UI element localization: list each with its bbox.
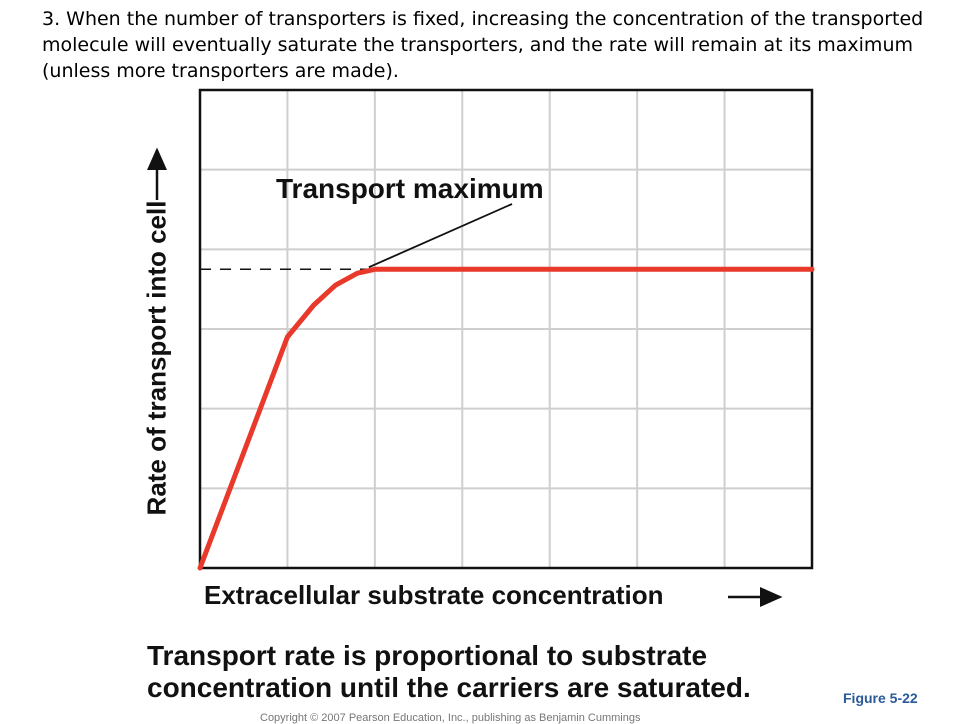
plot-frame xyxy=(198,88,814,570)
annotation-pointer xyxy=(368,203,513,269)
copyright-text: Copyright © 2007 Pearson Education, Inc.… xyxy=(260,712,641,724)
series-line xyxy=(197,266,815,571)
caption: Transport rate is proportional to substr… xyxy=(147,640,751,703)
annotation-transport-maximum: Transport maximum xyxy=(276,173,544,204)
figure-label: Figure 5-22 xyxy=(843,690,918,706)
intro-text: 3. When the number of transporters is fi… xyxy=(42,8,924,82)
x-axis-label: Extracellular substrate concentration xyxy=(204,580,664,610)
y-axis-label: Rate of transport into cell xyxy=(141,200,172,516)
chart-grid xyxy=(200,90,812,568)
